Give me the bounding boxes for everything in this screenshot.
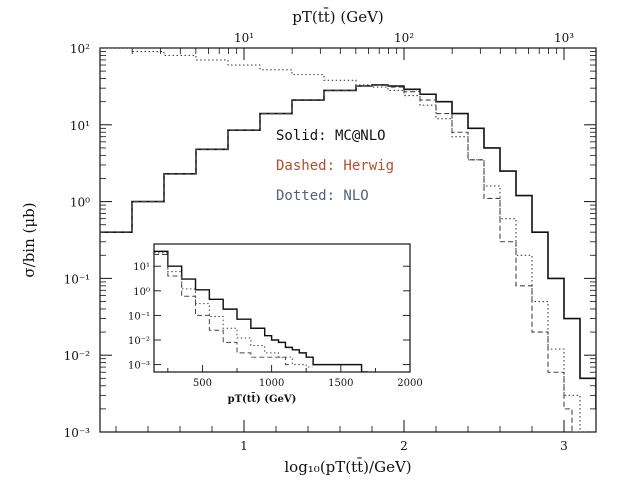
inset-series-herwig — [154, 253, 292, 366]
inset-y-tick-label: 10⁻³ — [128, 361, 150, 372]
inset-frame — [153, 243, 411, 373]
x2-tick-label: 10¹ — [234, 31, 254, 45]
inset-series-nlo — [154, 252, 313, 368]
inset-x-tick-label: 500 — [193, 378, 212, 389]
x-tick-label: 2 — [400, 439, 408, 453]
y-tick-label: 10⁻¹ — [64, 272, 90, 286]
inset-x-tick-label: 1000 — [259, 378, 284, 389]
x-tick-label: 3 — [560, 439, 568, 453]
x2-tick-label: 10² — [394, 31, 414, 45]
y-tick-label: 10⁰ — [70, 196, 90, 210]
y-tick-label: 10² — [70, 42, 90, 56]
inset-x-tick-label: 2000 — [397, 378, 422, 389]
inset-y-tick-label: 10⁻² — [128, 336, 150, 347]
main-series-group — [100, 48, 596, 432]
inset-series-mc-nlo — [154, 250, 368, 372]
main-plot: 10² 10¹ 10⁰ 10⁻¹ 10⁻² 10⁻³ 1 2 3 10¹ 10² 10³ — [64, 31, 597, 453]
main-plot-frame — [99, 47, 597, 433]
y-tick-label: 10¹ — [70, 119, 90, 133]
x-axis-label: log₁₀(pT(tt̄)/GeV) — [284, 458, 411, 476]
legend: Solid: MC@NLO Dashed: Herwig Dotted: NLO — [276, 128, 394, 204]
y-axis-label: σ/bin (μb) — [20, 202, 38, 277]
inset-y-tick-label: 10⁻¹ — [128, 311, 150, 322]
y-tick-label: 10⁻³ — [64, 426, 91, 440]
axis-labels: log₁₀(pT(tt̄)/GeV) pT(tt̄) (GeV) σ/bin (μb… — [20, 8, 412, 476]
series-herwig — [100, 84, 578, 432]
legend-entry: Solid: MC@NLO — [276, 128, 386, 144]
inset-y-tick-label: 10¹ — [133, 262, 150, 273]
legend-entry: Dotted: NLO — [276, 188, 369, 204]
x2-axis-label: pT(tt̄) (GeV) — [292, 8, 384, 26]
x2-tick-label: 10³ — [554, 31, 574, 45]
inset-plot: 10¹ 10⁰ 10⁻¹ 10⁻² 10⁻³ 500 1000 1500 2000 pT(tt̄)… — [128, 243, 423, 405]
inset-y-tick-label: 10⁰ — [133, 287, 150, 298]
x-tick-label: 1 — [240, 439, 248, 453]
y-tick-label: 10⁻² — [64, 349, 91, 363]
legend-entry: Dashed: Herwig — [276, 158, 394, 174]
inset-x-axis-label: pT(tt̄) (GeV) — [228, 393, 297, 405]
inset-x-tick-label: 1500 — [328, 378, 353, 389]
